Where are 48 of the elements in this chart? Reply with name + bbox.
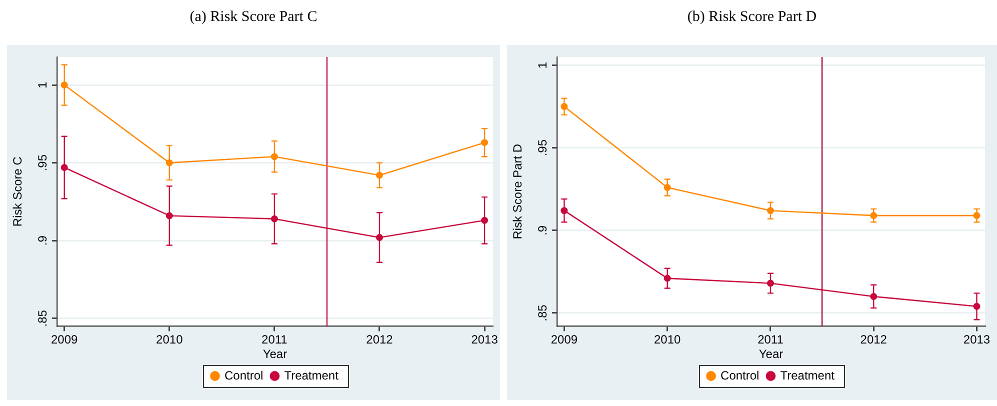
x-tick-label: 2013 <box>963 332 990 347</box>
x-axis-title: Year <box>262 347 288 362</box>
legend-label: Control <box>224 368 264 382</box>
point <box>870 292 878 300</box>
point <box>376 172 383 179</box>
point <box>766 280 774 287</box>
point <box>870 212 878 220</box>
point <box>270 153 278 160</box>
y-tick-label: 1 <box>35 81 50 88</box>
y-tick-label: .95 <box>35 154 50 172</box>
y-axis-title: Risk Score Part D <box>510 144 525 240</box>
x-tick-label: 2011 <box>758 332 784 347</box>
point <box>560 103 568 110</box>
y-tick-label: .95 <box>535 139 550 156</box>
x-tick-label: 2012 <box>860 332 888 347</box>
legend-label: Treatment <box>284 368 340 382</box>
point <box>60 164 68 171</box>
point <box>664 274 671 282</box>
point <box>766 207 774 214</box>
y-axis-title: Risk Score C <box>10 156 25 227</box>
point <box>270 215 278 222</box>
point <box>664 184 671 191</box>
x-tick-label: 2011 <box>262 332 288 347</box>
x-tick-label: 2009 <box>550 332 578 347</box>
point <box>973 302 980 310</box>
y-tick-label: .85 <box>35 310 50 327</box>
x-tick-label: 2013 <box>471 332 498 347</box>
x-axis-title: Year <box>758 347 784 362</box>
x-tick-label: 2010 <box>654 332 682 347</box>
point <box>166 159 173 166</box>
point <box>481 216 488 224</box>
chart-title: (a) Risk Score Part C <box>188 9 318 26</box>
point <box>560 207 568 214</box>
x-tick-label: 2009 <box>51 332 78 347</box>
x-tick-label: 2010 <box>156 332 184 347</box>
point <box>60 82 68 89</box>
y-tick-label: 1 <box>535 62 550 69</box>
x-tick-label: 2012 <box>366 332 394 347</box>
point <box>166 212 173 220</box>
chart-title: (b) Risk Score Part D <box>686 9 818 26</box>
y-tick-label: .9 <box>535 225 550 236</box>
point <box>481 139 488 146</box>
y-tick-label: .9 <box>35 235 50 246</box>
legend-label: Treatment <box>780 368 836 382</box>
point <box>376 234 383 242</box>
point <box>973 212 980 220</box>
y-tick-label: .85 <box>535 304 550 322</box>
legend-label: Control <box>720 368 760 382</box>
